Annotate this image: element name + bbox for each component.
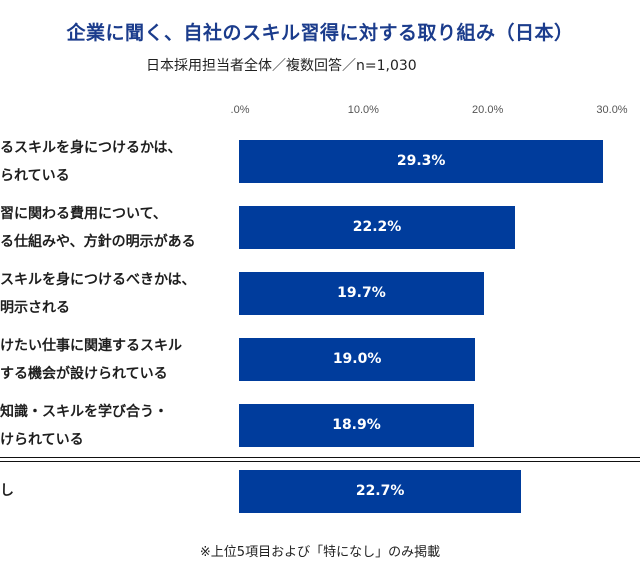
chart-subtitle: 日本採用担当者全体／複数回答／n=1,030 <box>146 58 417 74</box>
bar-value-label: 19.7% <box>337 285 386 301</box>
separator-line-bottom <box>0 461 640 462</box>
category-label-line: 明示される <box>0 300 70 316</box>
bar <box>239 140 604 183</box>
bar-value-label: 18.9% <box>332 417 381 433</box>
x-tick-label: .0% <box>230 104 250 116</box>
bar <box>239 206 516 249</box>
bar-value-label: 29.3% <box>396 153 446 169</box>
chart-title: 企業に聞く、自社のスキル習得に対する取り組み（日本） <box>66 22 574 44</box>
bar <box>239 470 522 513</box>
category-label-line: し <box>0 483 14 499</box>
separator-line-top <box>0 457 640 458</box>
bar <box>239 272 484 315</box>
bar-value-label: 22.2% <box>352 219 402 235</box>
category-label-line: られている <box>0 168 70 184</box>
bar-value-label: 22.7% <box>355 483 405 499</box>
category-label-line: スキルを身につけるべきかは、 <box>0 272 196 288</box>
category-label-line: る仕組みや、方針の明示がある <box>0 234 196 250</box>
category-label-line: 知識・スキルを学び合う・ <box>0 404 168 420</box>
bar-value-label: 19.0% <box>332 351 382 367</box>
category-label-line: する機会が設けられている <box>0 366 168 382</box>
bar <box>239 404 474 447</box>
category-label-line: けたい仕事に関連するスキル <box>0 338 182 354</box>
category-label-line: けられている <box>0 432 84 448</box>
x-tick-label: 10.0% <box>347 104 379 116</box>
x-tick-label: 20.0% <box>472 104 504 116</box>
footnote: ※上位5項目および「特になし」のみ掲載 <box>199 545 441 560</box>
x-tick-label: 30.0% <box>596 104 628 116</box>
bar <box>239 338 476 381</box>
category-label-line: 習に関わる費用について、 <box>0 206 167 222</box>
category-label-line: るスキルを身につけるかは、 <box>0 140 182 156</box>
